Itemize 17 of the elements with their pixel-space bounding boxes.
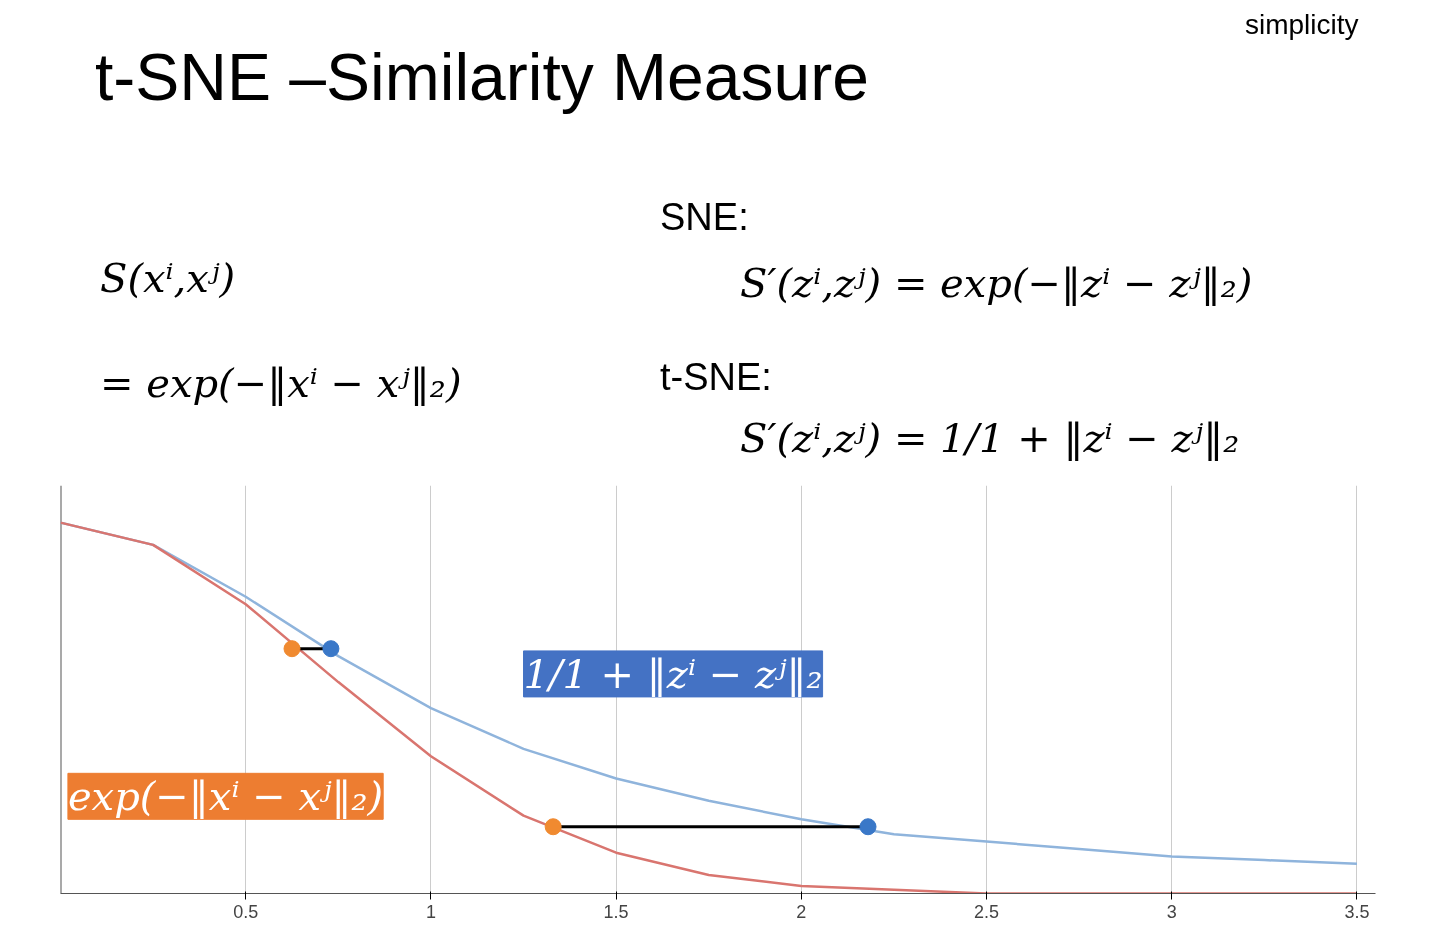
text: S′(zⁱ,zʲ) = exp(−‖zⁱ − zʲ‖₂) [740, 259, 1253, 308]
text: S′(zⁱ,zʲ) = 1/1 + ‖zⁱ − zʲ‖₂ [740, 414, 1240, 463]
x-tick-label: 0.5 [233, 901, 259, 922]
text: t-SNE: [660, 355, 772, 400]
text: S(xⁱ,xʲ) [100, 254, 236, 303]
x-tick-label: 3 [1166, 901, 1177, 922]
chart-title: t-SNE –Similarity Measure [95, 39, 869, 116]
text: = exp(−‖xⁱ − xʲ‖₂) [100, 359, 462, 408]
x-tick-label: 2.5 [974, 901, 1000, 922]
x-tick-label: 2 [796, 901, 807, 922]
series-label: exp(−‖xⁱ − xʲ‖₂) [67, 773, 384, 820]
x-tick-label: 1 [425, 901, 436, 922]
text: SNE: [660, 195, 749, 240]
x-tick-label: 1.5 [603, 901, 629, 922]
series-label: 1/1 + ‖zⁱ − zʲ‖₂ [523, 650, 823, 697]
text: simplicity [1245, 8, 1359, 42]
x-tick-label: 3.5 [1344, 901, 1370, 922]
